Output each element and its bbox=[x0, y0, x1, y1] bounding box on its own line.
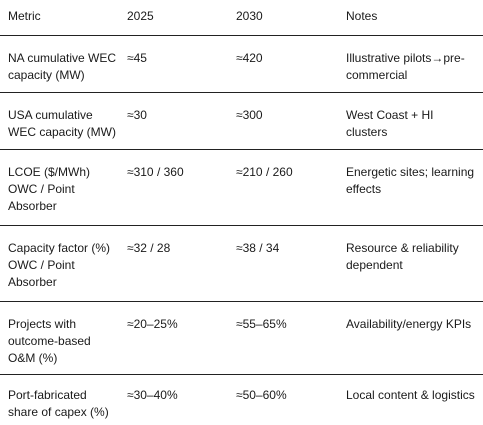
metric-cell: USA cumulative WEC capacity (MW) bbox=[8, 108, 116, 139]
header-notes: Notes bbox=[346, 9, 378, 23]
table-row: USA cumulative WEC capacity (MW) ≈30 ≈30… bbox=[0, 93, 483, 150]
value-2030-cell: ≈210 / 260 bbox=[236, 165, 293, 179]
metric-cell: Port-fabricated share of capex (%) bbox=[8, 388, 109, 419]
table-row: NA cumulative WEC capacity (MW) ≈45 ≈420… bbox=[0, 36, 483, 93]
value-2030-cell: ≈420 bbox=[236, 51, 263, 65]
table-row: Projects with outcome-based O&M (%) ≈20–… bbox=[0, 302, 483, 375]
notes-cell: Availability/energy KPIs bbox=[346, 317, 472, 331]
notes-cell: Resource & reliability dependent bbox=[346, 241, 459, 272]
header-2030: 2030 bbox=[236, 9, 263, 23]
value-2025-cell: ≈32 / 28 bbox=[127, 241, 171, 255]
value-2030-cell: ≈50–60% bbox=[236, 388, 287, 402]
value-2030-cell: ≈300 bbox=[236, 108, 263, 122]
header-2025: 2025 bbox=[127, 9, 154, 23]
header-metric: Metric bbox=[8, 9, 41, 23]
table-row: LCOE ($/MWh) OWC / Point Absorber ≈310 /… bbox=[0, 150, 483, 226]
value-2025-cell: ≈20–25% bbox=[127, 317, 178, 331]
metric-cell: NA cumulative WEC capacity (MW) bbox=[8, 51, 117, 82]
value-2025-cell: ≈45 bbox=[127, 51, 147, 65]
notes-cell: Illustrative pilots→pre-commercial bbox=[346, 51, 465, 82]
value-2030-cell: ≈55–65% bbox=[236, 317, 287, 331]
metric-cell: Capacity factor (%) OWC / Point Absorber bbox=[8, 241, 111, 289]
value-2025-cell: ≈310 / 360 bbox=[127, 165, 184, 179]
value-2030-cell: ≈38 / 34 bbox=[236, 241, 280, 255]
table-row: Capacity factor (%) OWC / Point Absorber… bbox=[0, 226, 483, 302]
metric-cell: LCOE ($/MWh) OWC / Point Absorber bbox=[8, 165, 91, 213]
table-header-row: Metric 2025 2030 Notes bbox=[0, 0, 483, 36]
table-row: Port-fabricated share of capex (%) ≈30–4… bbox=[0, 375, 483, 425]
notes-cell: Energetic sites; learning effects bbox=[346, 165, 475, 196]
value-2025-cell: ≈30 bbox=[127, 108, 147, 122]
notes-cell: Local content & logistics bbox=[346, 388, 475, 402]
metric-cell: Projects with outcome-based O&M (%) bbox=[8, 317, 91, 365]
notes-cell: West Coast + HI clusters bbox=[346, 108, 434, 139]
value-2025-cell: ≈30–40% bbox=[127, 388, 178, 402]
